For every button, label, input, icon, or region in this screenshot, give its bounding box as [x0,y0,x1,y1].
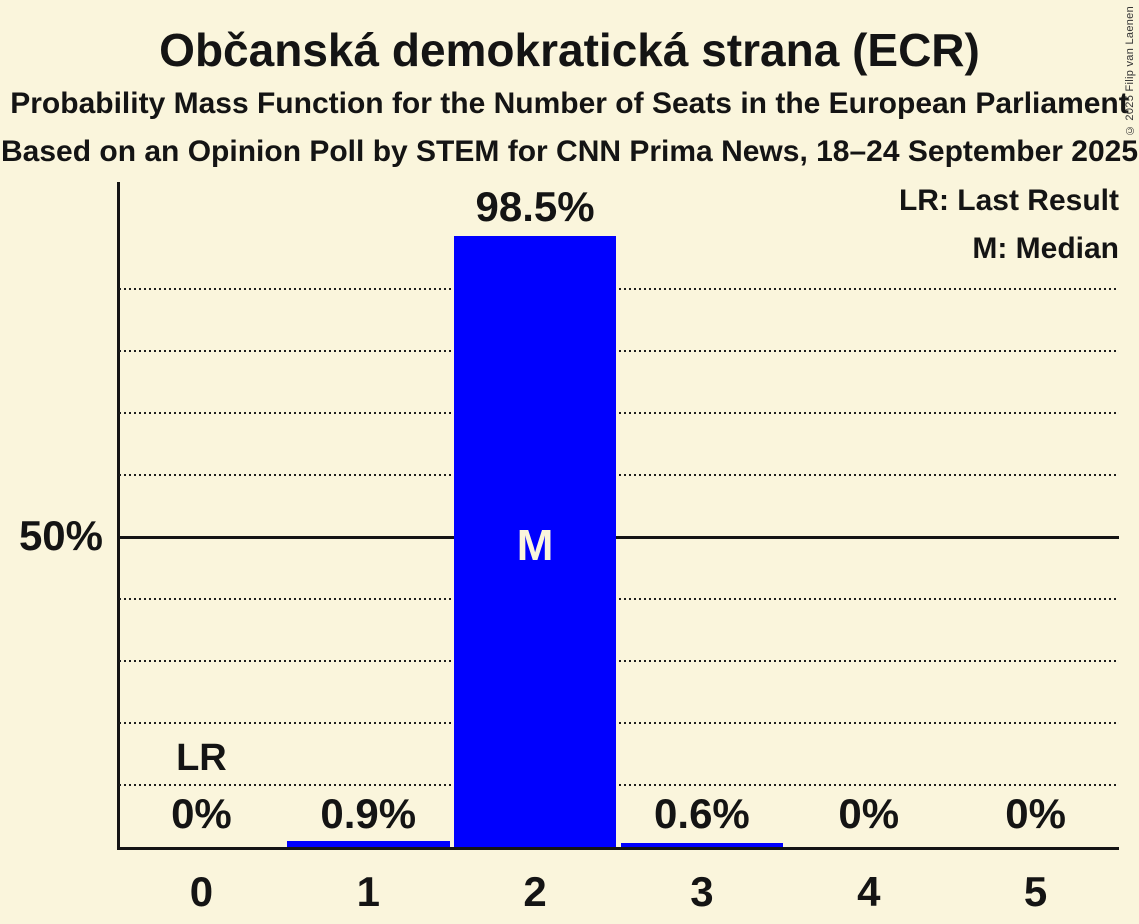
bar-seat-3 [620,843,784,847]
legend-median: M: Median [972,232,1119,265]
y-axis-line [117,182,120,850]
gridline-20pct [119,722,1119,724]
value-label-seat-1: 0.9% [320,790,417,837]
chart-subtitle-poll-source: Based on an Opinion Poll by STEM for CNN… [1,135,1138,168]
chart-title: Občanská demokratická strana (ECR) [159,24,980,76]
value-label-seat-5: 0% [1005,790,1066,837]
bar-seat-1 [286,841,450,847]
value-label-seat-3: 0.6% [654,790,750,837]
legend-last-result: LR: Last Result [898,184,1119,217]
x-tick-label-3: 3 [690,868,714,915]
gridline-60pct [119,474,1119,476]
chart-subtitle-pmf: Probability Mass Function for the Number… [10,87,1129,120]
x-tick-label-0: 0 [189,868,214,915]
value-label-seat-0: 0% [171,790,232,837]
gridline-80pct [119,350,1119,352]
x-tick-label-1: 1 [356,868,380,915]
gridline-10pct [119,784,1119,786]
x-tick-label-5: 5 [1023,868,1048,915]
value-label-seat-2: 98.5% [475,183,595,231]
x-tick-label-2: 2 [523,868,547,915]
x-tick-label-4: 4 [857,868,881,915]
x-axis-line [117,847,1119,850]
median-marker: M [516,521,554,570]
y-axis-tick-label-50: 50% [18,512,103,559]
gridline-30pct [119,660,1119,662]
gridline-70pct [119,412,1119,414]
value-label-seat-4: 0% [838,790,900,837]
last-result-marker: LR [176,737,227,779]
gridline-50pct-solid [119,536,1119,539]
copyright-notice: © 2025 Filip van Laenen [1124,6,1136,137]
bar-seat-2 [453,236,617,847]
gridline-90pct [119,288,1119,290]
gridline-40pct [119,598,1119,600]
